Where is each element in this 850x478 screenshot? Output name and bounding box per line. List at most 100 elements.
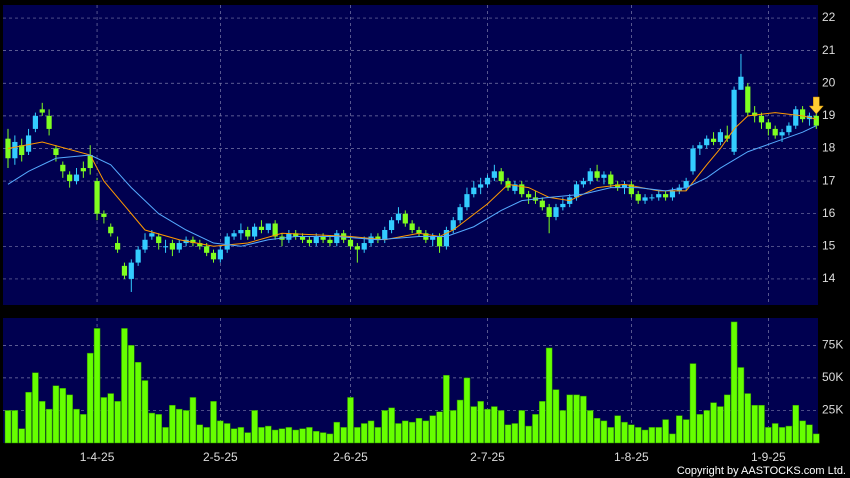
volume-bar xyxy=(676,415,683,444)
candle-body xyxy=(135,249,141,263)
candle-body xyxy=(327,239,333,244)
volume-bar xyxy=(107,393,114,444)
candle-body xyxy=(498,171,504,182)
candle-body xyxy=(704,138,710,146)
volume-bar xyxy=(477,401,484,444)
volume-bar xyxy=(600,420,608,444)
candle-body xyxy=(573,184,580,198)
volume-bar xyxy=(628,424,635,444)
candle-body xyxy=(813,115,819,126)
volume-bar xyxy=(765,427,772,444)
y-tick-label: 22 xyxy=(822,10,836,24)
candle-body xyxy=(293,233,299,237)
candle-body xyxy=(601,174,607,178)
candle-body xyxy=(628,184,634,195)
candle-body xyxy=(635,194,641,201)
volume-bar xyxy=(196,424,204,444)
candle-body xyxy=(108,226,114,234)
candle-body xyxy=(149,233,155,237)
volume-bar xyxy=(18,428,25,444)
candle-body xyxy=(580,181,586,185)
y-tick-label: 21 xyxy=(822,43,836,57)
candle-body xyxy=(73,174,80,182)
volume-bar xyxy=(422,420,430,444)
volume-bar xyxy=(497,410,505,444)
volume-bar xyxy=(813,433,820,444)
volume-bar xyxy=(614,415,621,444)
volume-bar xyxy=(559,410,567,444)
volume-bar xyxy=(4,410,12,444)
candle-body xyxy=(25,135,32,152)
candle-body xyxy=(800,109,806,120)
volume-bar xyxy=(230,428,238,444)
x-tick-label: 2-6-25 xyxy=(333,450,368,464)
volume-bar xyxy=(121,328,128,444)
candle-body xyxy=(210,252,217,260)
y-tick-label: 15 xyxy=(822,238,836,252)
volume-bar xyxy=(669,433,676,444)
volume-bar xyxy=(402,420,409,444)
volume-bar xyxy=(689,363,697,444)
volume-bar xyxy=(354,427,361,444)
candle-body xyxy=(765,122,771,129)
y-tick-label: 18 xyxy=(822,141,836,155)
candle-body xyxy=(19,145,25,155)
volume-bar xyxy=(443,375,450,444)
candle-body xyxy=(142,239,148,250)
candle-body xyxy=(204,246,210,253)
candle-body xyxy=(313,236,319,244)
marker-arrow xyxy=(808,96,824,115)
volume-bar xyxy=(100,397,108,444)
candle-body xyxy=(231,233,237,237)
candle-body xyxy=(553,207,559,217)
volume-bar xyxy=(785,425,793,444)
volume-bar xyxy=(52,385,60,444)
candle-body xyxy=(416,230,422,234)
candle-body xyxy=(39,109,45,113)
volume-bar xyxy=(648,427,656,444)
volume-bar xyxy=(429,415,436,444)
candle-body xyxy=(683,181,689,188)
candle-body xyxy=(587,171,593,182)
volume-bar xyxy=(148,412,156,444)
candle-body xyxy=(347,239,354,247)
candle-body xyxy=(361,243,367,250)
candle-body xyxy=(663,194,669,198)
candle-body xyxy=(115,243,121,250)
candle-body xyxy=(53,148,59,155)
volume-bar xyxy=(237,427,245,444)
candle-body xyxy=(258,226,265,230)
volume-bar xyxy=(299,428,306,444)
candle-body xyxy=(80,168,86,172)
y-tick-label: 16 xyxy=(822,206,836,220)
candle-body xyxy=(389,220,395,230)
candle-body xyxy=(758,115,765,123)
x-tick-label: 1-9-25 xyxy=(751,450,786,464)
volume-bar xyxy=(141,380,149,444)
candle-body xyxy=(60,164,66,172)
volume-bar xyxy=(155,414,162,444)
volume-bar xyxy=(59,388,67,444)
volume-bar xyxy=(415,418,423,444)
plot-area xyxy=(3,5,818,305)
candle-body xyxy=(457,207,463,221)
volume-bar xyxy=(86,352,94,444)
volume-bar xyxy=(114,401,121,444)
candle-body xyxy=(238,230,244,234)
candle-body xyxy=(656,194,662,198)
volume-bar xyxy=(545,347,553,444)
volume-bar xyxy=(792,404,799,444)
volume-bar xyxy=(491,406,498,444)
volume-bar xyxy=(806,424,813,444)
volume-bar xyxy=(176,408,183,444)
volume-bar xyxy=(347,397,354,444)
candle-body xyxy=(176,243,182,250)
candle-body xyxy=(450,220,456,230)
candle-body xyxy=(217,249,223,260)
candle-body xyxy=(334,233,340,244)
volume-bar xyxy=(641,429,649,444)
volume-bar xyxy=(134,362,142,444)
candle-body xyxy=(594,171,600,178)
volume-bar xyxy=(799,420,806,444)
candle-body xyxy=(162,246,169,248)
